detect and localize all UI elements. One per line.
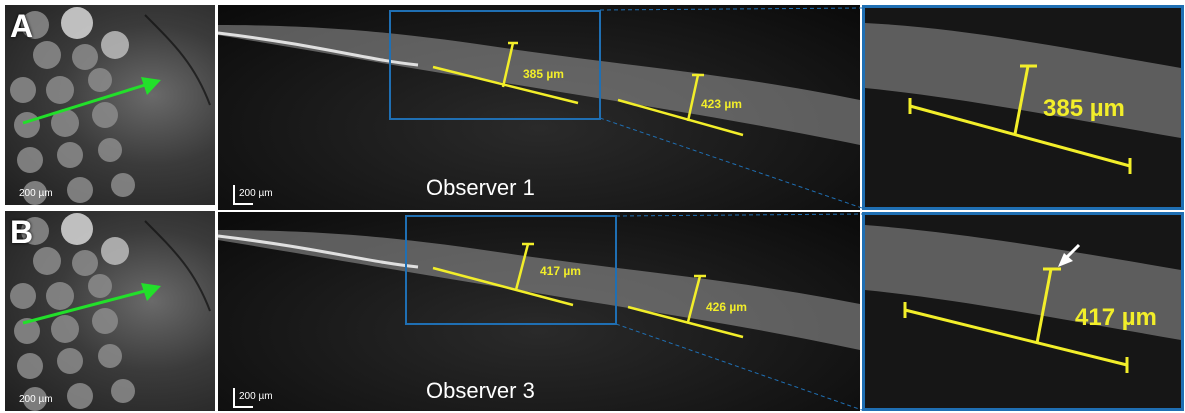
oct-scan-a: 385 µm 423 µm 200 µm Observer 1 xyxy=(218,5,860,210)
observer-label-a: Observer 1 xyxy=(426,175,535,200)
scan-arrow-a xyxy=(22,83,146,125)
zoom-inset-a: 385 µm xyxy=(862,5,1184,210)
measurement-label-1a: 385 µm xyxy=(523,67,564,81)
fundus-graphic-a xyxy=(10,7,211,205)
roi-box-b xyxy=(405,215,617,325)
laser-spots-b xyxy=(10,213,135,411)
oct-scale-label-b: 200 µm xyxy=(239,391,273,402)
oct-scale-bar-a xyxy=(233,185,253,205)
zoom-inset-b: 417 µm xyxy=(862,212,1184,411)
measurement-label-2a: 423 µm xyxy=(701,97,742,111)
fundus-scale-label-b: 200 µm xyxy=(19,394,53,405)
zoom-graphic-b: 417 µm xyxy=(865,225,1181,373)
oct-scale-label-a: 200 µm xyxy=(239,188,273,199)
fundus-image-b: 200 µm xyxy=(5,211,215,411)
oct-graphic-a: 385 µm 423 µm xyxy=(218,10,860,145)
scan-arrow-head-a xyxy=(141,77,161,95)
oct-scale-bar-b xyxy=(233,388,253,408)
zoom-measurement-label-a: 385 µm xyxy=(1043,95,1125,122)
fundus-scale-label-a: 200 µm xyxy=(19,188,53,199)
zoom-measurement-label-b: 417 µm xyxy=(1075,304,1157,331)
zoom-measure-lines-b xyxy=(903,267,1129,373)
panel-label-b: B xyxy=(10,214,34,250)
measurement-label-2b: 426 µm xyxy=(706,300,747,314)
laser-spots-a xyxy=(10,7,135,205)
zoom-graphic-a: 385 µm xyxy=(865,23,1181,174)
retina-layer-b xyxy=(218,230,860,350)
observer-label-b: Observer 3 xyxy=(426,378,535,403)
retina-layer-a xyxy=(218,25,860,145)
scan-arrow-head-b xyxy=(141,283,161,301)
oct-graphic-b: 417 µm 426 µm xyxy=(218,215,860,350)
oct-scan-b: 417 µm 426 µm 200 µm Observer 3 xyxy=(218,212,860,411)
fundus-graphic-b xyxy=(10,213,211,411)
white-arrow-icon xyxy=(1058,253,1073,267)
zoom-measure-lines-a xyxy=(908,64,1132,174)
fundus-image-a: 200 µm xyxy=(5,5,215,205)
measurement-label-1b: 417 µm xyxy=(540,264,581,278)
panel-label-a: A xyxy=(10,8,34,44)
roi-box-a xyxy=(389,10,601,120)
scan-arrow-b xyxy=(22,289,146,325)
